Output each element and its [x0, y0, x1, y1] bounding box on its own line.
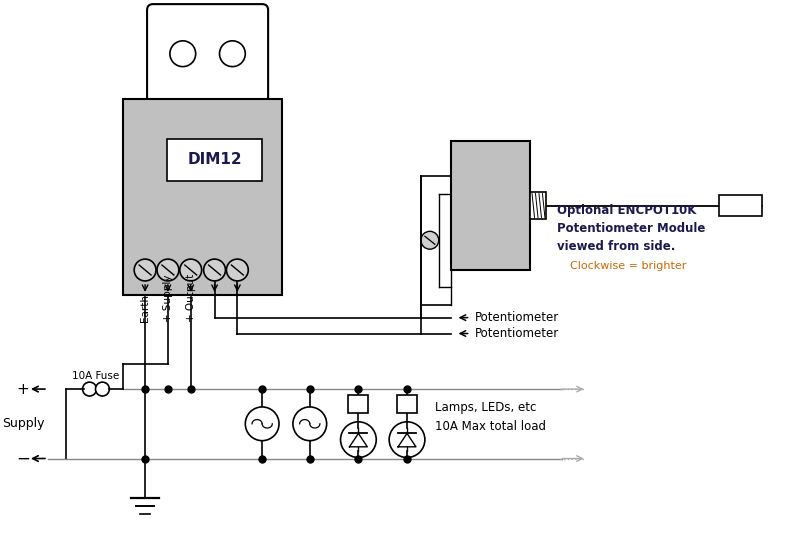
Text: +: +: [17, 381, 29, 397]
Text: Potentiometer: Potentiometer: [474, 327, 559, 340]
Text: Potentiometer Module: Potentiometer Module: [557, 222, 705, 235]
Circle shape: [389, 422, 425, 458]
Text: Supply: Supply: [2, 417, 44, 430]
Circle shape: [226, 259, 248, 281]
Bar: [123, 100, 282, 295]
Bar: [530, 191, 546, 219]
Circle shape: [157, 259, 179, 281]
Text: + Supply: + Supply: [163, 274, 173, 322]
Text: Potentiometer: Potentiometer: [474, 311, 559, 324]
FancyBboxPatch shape: [147, 4, 268, 117]
Circle shape: [245, 407, 279, 441]
Text: viewed from side.: viewed from side.: [557, 240, 675, 253]
Text: Lamps, LEDs, etc
10A Max total load: Lamps, LEDs, etc 10A Max total load: [435, 401, 546, 433]
Bar: [451, 141, 530, 270]
Circle shape: [83, 382, 96, 396]
Text: Clockwise = brighter: Clockwise = brighter: [570, 261, 686, 271]
Text: Optional ENCPOT10K: Optional ENCPOT10K: [557, 204, 697, 217]
Bar: [719, 195, 762, 217]
Text: 10A Fuse: 10A Fuse: [72, 371, 119, 381]
Circle shape: [293, 407, 327, 441]
Circle shape: [203, 259, 225, 281]
Text: DIM12: DIM12: [188, 152, 242, 168]
Circle shape: [220, 41, 245, 66]
Text: −: −: [16, 449, 30, 467]
Text: Earth: Earth: [140, 294, 150, 322]
Text: + Output: + Output: [186, 273, 195, 322]
Bar: [348, 395, 368, 413]
Circle shape: [340, 422, 376, 458]
Circle shape: [421, 231, 439, 249]
Circle shape: [180, 259, 202, 281]
Circle shape: [95, 382, 110, 396]
Circle shape: [170, 41, 195, 66]
Bar: [167, 139, 262, 181]
Bar: [397, 395, 417, 413]
Circle shape: [134, 259, 156, 281]
